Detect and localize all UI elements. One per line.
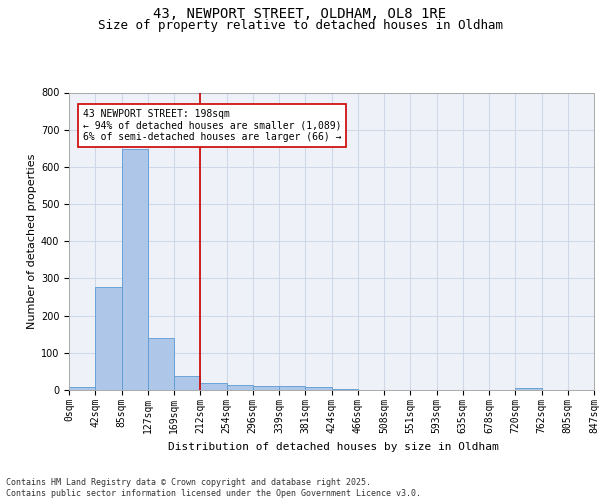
- Text: 43, NEWPORT STREET, OLDHAM, OL8 1RE: 43, NEWPORT STREET, OLDHAM, OL8 1RE: [154, 8, 446, 22]
- Bar: [279, 386, 305, 390]
- Bar: [200, 384, 227, 390]
- Bar: [148, 338, 174, 390]
- Y-axis label: Number of detached properties: Number of detached properties: [26, 154, 37, 329]
- Bar: [331, 389, 358, 390]
- Bar: [95, 287, 121, 390]
- Bar: [305, 387, 331, 390]
- Text: Contains HM Land Registry data © Crown copyright and database right 2025.
Contai: Contains HM Land Registry data © Crown c…: [6, 478, 421, 498]
- Text: Distribution of detached houses by size in Oldham: Distribution of detached houses by size …: [167, 442, 499, 452]
- Text: 43 NEWPORT STREET: 198sqm
← 94% of detached houses are smaller (1,089)
6% of sem: 43 NEWPORT STREET: 198sqm ← 94% of detac…: [83, 109, 341, 142]
- Bar: [174, 376, 200, 390]
- Bar: [121, 149, 148, 390]
- Bar: [227, 385, 253, 390]
- Text: Size of property relative to detached houses in Oldham: Size of property relative to detached ho…: [97, 18, 503, 32]
- Bar: [253, 386, 279, 390]
- Bar: [69, 388, 95, 390]
- Bar: [515, 388, 542, 390]
